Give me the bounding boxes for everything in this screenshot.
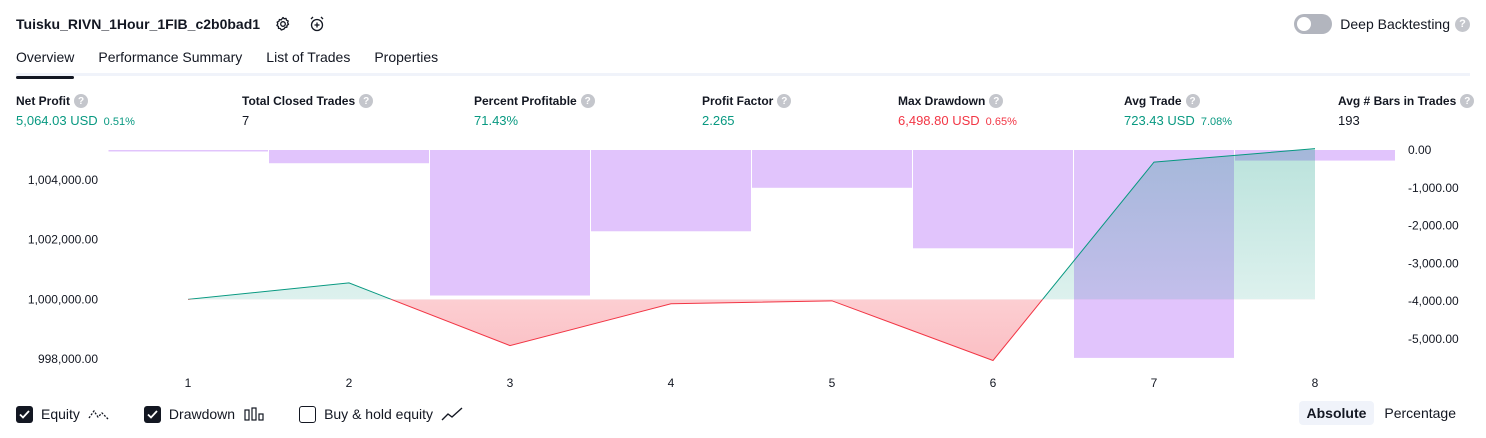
left-axis-tick: 1,004,000.00 bbox=[28, 173, 98, 187]
add-alert-icon[interactable] bbox=[306, 13, 328, 35]
metric-value: 723.43 USD bbox=[1124, 113, 1195, 128]
metric-value: 6,498.80 USD bbox=[898, 113, 980, 128]
help-icon[interactable]: ? bbox=[359, 94, 374, 108]
chart-legend: Equity Drawdown Buy & hold equity bbox=[16, 403, 497, 425]
help-icon[interactable]: ? bbox=[777, 94, 792, 108]
x-axis-tick: 7 bbox=[1151, 376, 1158, 390]
metric-avg-trade: Avg Trade? 723.43 USD 7.08% bbox=[1124, 93, 1232, 128]
x-axis-tick: 2 bbox=[346, 376, 353, 390]
strategy-title: Tuisku_RIVN_1Hour_1FIB_c2b0bad1 bbox=[16, 16, 261, 32]
x-axis-tick: 4 bbox=[668, 376, 675, 390]
metric-max-drawdown: Max Drawdown? 6,498.80 USD 0.65% bbox=[898, 93, 1017, 128]
metric-value: 193 bbox=[1338, 113, 1360, 128]
right-axis-tick: -1,000.00 bbox=[1408, 181, 1459, 195]
equity-area-negative bbox=[391, 299, 1043, 361]
value-mode-switch: Absolute Percentage bbox=[1297, 401, 1465, 425]
metric-label: Profit Factor bbox=[702, 94, 774, 108]
metric-label: Avg Trade bbox=[1124, 94, 1182, 108]
drawdown-bar-6 bbox=[913, 150, 1073, 249]
x-axis-tick: 5 bbox=[829, 376, 836, 390]
left-axis-tick: 998,000.00 bbox=[38, 352, 98, 366]
x-axis-tick: 3 bbox=[507, 376, 514, 390]
drawdown-bars-icon bbox=[244, 407, 264, 421]
equity-line-negative bbox=[188, 299, 1044, 362]
legend-buy-hold-label: Buy & hold equity bbox=[324, 406, 434, 422]
legend-equity-label: Equity bbox=[41, 406, 80, 422]
metric-percent: 0.51% bbox=[103, 116, 135, 128]
metric-value: 5,064.03 USD bbox=[16, 113, 98, 128]
metric-label: Net Profit bbox=[16, 94, 70, 108]
strategy-header: Tuisku_RIVN_1Hour_1FIB_c2b0bad1 bbox=[16, 12, 328, 36]
legend-buy-hold[interactable]: Buy & hold equity bbox=[299, 405, 463, 423]
right-axis-tick: -3,000.00 bbox=[1408, 256, 1459, 270]
metric-value: 7 bbox=[242, 113, 250, 128]
x-axis-tick: 1 bbox=[185, 376, 192, 390]
equity-line-positive bbox=[187, 148, 1316, 300]
help-icon[interactable]: ? bbox=[580, 94, 595, 108]
metric-percent: 7.08% bbox=[1200, 116, 1233, 128]
tab-list-of-trades[interactable]: List of Trades bbox=[266, 49, 351, 65]
tab-performance-summary[interactable]: Performance Summary bbox=[98, 49, 243, 65]
metric-label: Percent Profitable bbox=[474, 94, 577, 108]
equity-drawdown-chart[interactable]: 1,004,000.00 1,002,000.00 1,000,000.00 998,… bbox=[0, 140, 1486, 395]
help-icon[interactable]: ? bbox=[1455, 16, 1470, 32]
drawdown-bar-2 bbox=[269, 150, 429, 164]
right-axis-tick: -4,000.00 bbox=[1408, 294, 1459, 308]
metric-label: Avg # Bars in Trades bbox=[1338, 94, 1457, 108]
deep-backtesting-toggle[interactable] bbox=[1294, 14, 1333, 34]
deep-backtesting: Deep Backtesting ? bbox=[1294, 12, 1470, 36]
legend-drawdown-label: Drawdown bbox=[168, 406, 236, 422]
buy-hold-checkbox[interactable] bbox=[299, 405, 317, 423]
metric-label: Max Drawdown bbox=[898, 94, 986, 108]
help-icon[interactable]: ? bbox=[989, 94, 1004, 108]
drawdown-bar-3 bbox=[430, 150, 590, 296]
metric-value: 71.43% bbox=[474, 113, 519, 128]
tab-bar: Overview Performance Summary List of Tra… bbox=[16, 46, 1470, 79]
buy-hold-line-icon bbox=[441, 407, 463, 421]
drawdown-bar-5 bbox=[752, 150, 912, 188]
legend-equity[interactable]: Equity bbox=[16, 405, 110, 423]
equity-line-icon bbox=[88, 409, 109, 420]
metric-total-closed-trades: Total Closed Trades? 7 bbox=[242, 93, 374, 128]
left-axis-tick: 1,000,000.00 bbox=[28, 292, 98, 306]
help-icon[interactable]: ? bbox=[74, 94, 88, 108]
help-icon[interactable]: ? bbox=[1185, 94, 1200, 108]
metric-avg-bars: Avg # Bars in Trades? 193 bbox=[1338, 93, 1475, 128]
percentage-button[interactable]: Percentage bbox=[1384, 405, 1456, 421]
deep-backtesting-label: Deep Backtesting bbox=[1340, 16, 1450, 32]
tab-properties[interactable]: Properties bbox=[374, 49, 439, 65]
drawdown-checkbox[interactable] bbox=[143, 405, 161, 423]
equity-checkbox[interactable] bbox=[16, 405, 33, 423]
metric-value: 2.265 bbox=[702, 113, 735, 128]
metric-profit-factor: Profit Factor? 2.265 bbox=[702, 93, 792, 128]
left-axis-tick: 1,002,000.00 bbox=[28, 233, 98, 247]
drawdown-bar-1 bbox=[108, 150, 268, 152]
metric-net-profit: Net Profit? 5,064.03 USD 0.51% bbox=[16, 93, 135, 128]
right-axis-tick: 0.00 bbox=[1408, 143, 1432, 157]
x-axis-tick: 8 bbox=[1312, 376, 1319, 390]
x-axis-tick: 6 bbox=[990, 376, 997, 390]
metric-percent: 0.65% bbox=[985, 116, 1017, 128]
help-icon[interactable]: ? bbox=[1460, 94, 1475, 108]
metrics-row: Net Profit? 5,064.03 USD 0.51% Total Clos… bbox=[0, 93, 1486, 133]
drawdown-bar-4 bbox=[591, 150, 751, 232]
metric-percent-profitable: Percent Profitable? 71.43% bbox=[474, 93, 595, 128]
legend-drawdown[interactable]: Drawdown bbox=[143, 405, 265, 423]
right-axis-tick: -2,000.00 bbox=[1408, 219, 1459, 233]
absolute-button[interactable]: Absolute bbox=[1298, 401, 1375, 425]
settings-icon[interactable] bbox=[272, 13, 294, 35]
tab-overview[interactable]: Overview bbox=[16, 46, 75, 79]
equity-area-positive bbox=[188, 148, 1315, 300]
right-axis-tick: -5,000.00 bbox=[1408, 332, 1459, 346]
metric-label: Total Closed Trades bbox=[242, 94, 356, 108]
